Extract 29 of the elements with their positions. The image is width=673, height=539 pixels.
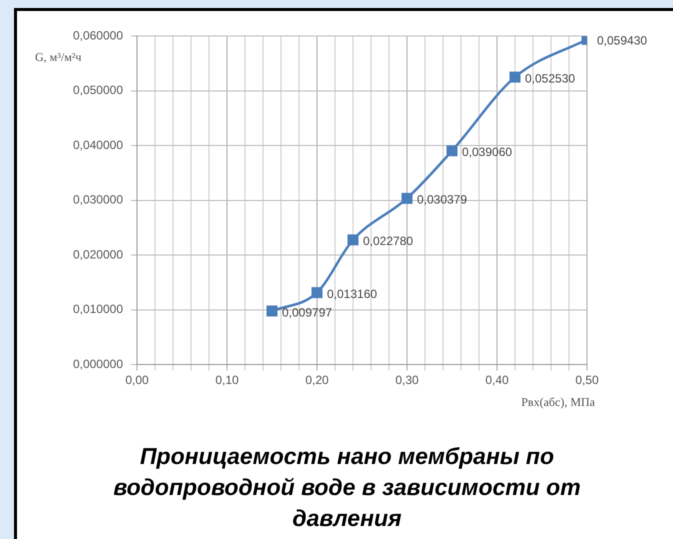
data-label: 0,009797 [282,305,332,320]
x-tick-label: 0,50 [575,373,599,388]
y-tick-label: 0,000000 [72,356,124,371]
y-tick-label: 0,020000 [72,247,124,262]
point [312,287,322,298]
y-tick-label: 0,060000 [72,28,124,43]
text: Проницаемость нано мембраны по водопроводной воде в зависимости от давления [112,442,582,533]
x-tick-label: 0,30 [395,373,419,388]
data-label: 0,039060 [462,145,512,160]
y-tick-label: 0,030000 [72,192,124,207]
y-axis-title: G, м³/м²ч [35,50,82,64]
y-tick-label: 0,050000 [72,83,124,98]
x-tick-label: 0,00 [125,373,149,388]
point [446,145,458,156]
x-tick-label: 0,20 [305,373,329,388]
data-label: 0,059430 [597,34,648,48]
point [402,192,412,204]
x-axis-title: Pвх(абс), МПа [521,394,596,409]
point [510,72,520,83]
point [348,234,358,246]
y-tick-label: 0,010000 [72,302,124,316]
x-tick-label: 0,10 [215,373,239,388]
data-label: 0,052530 [525,71,576,86]
y-tick-label: 0,040000 [72,138,124,152]
data-label: 0,030379 [417,192,468,207]
x-tick-label: 0,40 [485,373,509,388]
data-label: 0,022780 [363,234,414,248]
data-label: 0,013160 [327,286,378,301]
point [266,305,278,316]
